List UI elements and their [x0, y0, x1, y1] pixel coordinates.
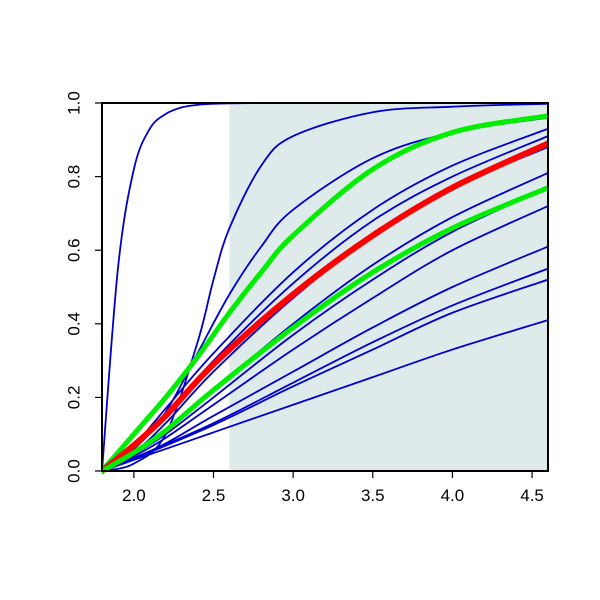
- x-tick-label: 4.0: [441, 486, 465, 505]
- y-tick-label: 0.4: [65, 312, 84, 336]
- plot-frame: [101, 102, 549, 472]
- series-layer: [102, 102, 548, 474]
- series-line-9: [102, 205, 548, 472]
- axes-layer: 2.0 2.5 3.0 3.5 4.0 4.5 0.0 0.2 0.4 0.6 0.8 1.0: [65, 91, 544, 505]
- y-tick-label: 0.6: [65, 238, 84, 262]
- series-line-14: [102, 113, 548, 474]
- series-line-12: [102, 278, 548, 472]
- series-line-15: [102, 140, 548, 474]
- y-tick-label: 1.0: [65, 91, 84, 115]
- y-tick-label: 0.8: [65, 165, 84, 189]
- x-tick-label: 2.5: [202, 486, 226, 505]
- x-tick-label: 3.5: [361, 486, 385, 505]
- y-tick-label: 0.0: [65, 459, 84, 483]
- x-tick-label: 4.5: [520, 486, 544, 505]
- series-line-16: [102, 185, 548, 474]
- y-tick-label: 0.2: [65, 386, 84, 410]
- series-line-13: [102, 319, 548, 472]
- x-tick-label: 2.0: [122, 486, 146, 505]
- x-tick-label: 3.0: [281, 486, 305, 505]
